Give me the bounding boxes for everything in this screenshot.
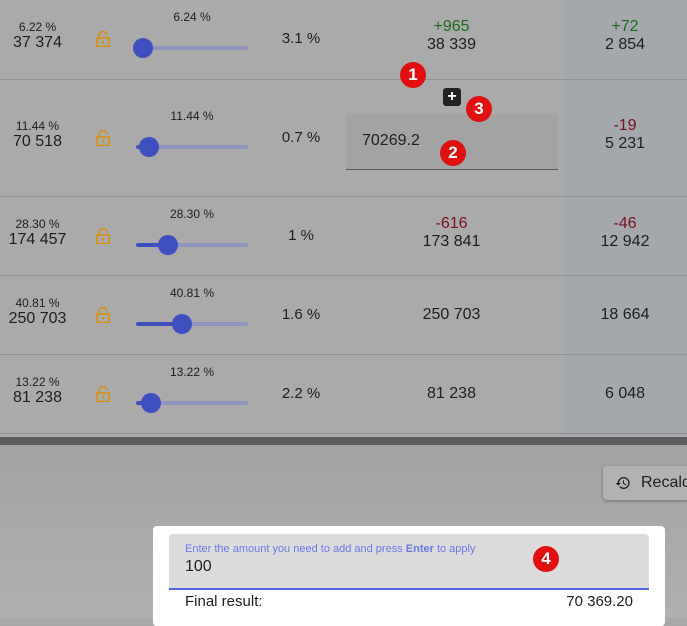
right-delta: -46 [613,214,637,232]
share-cell: 11.44 % 70 518 [0,119,75,151]
add-amount-value[interactable]: 100 [185,558,212,575]
table-row: 28.30 % 174 457 28.30 % 1 % -616 173 841 -4… [0,197,687,276]
slider-value-label: 11.44 % [170,108,214,123]
recalc-button[interactable]: Recalc [603,466,687,500]
right-delta: +72 [611,18,639,35]
slider-fill [136,321,182,326]
share-slider[interactable] [136,234,248,255]
lock-open-icon[interactable] [96,306,110,323]
amount-cell[interactable]: 81 238 [345,385,558,403]
share-slider[interactable] [133,38,248,58]
slider-thumb[interactable] [133,38,153,58]
amount-cell[interactable]: 250 703 [345,306,558,324]
slider-value-label: 13.22 % [169,364,215,379]
share-slider[interactable] [136,392,248,413]
share-value: 81 238 [13,388,62,406]
share-cell: 13.22 % 81 238 [0,375,75,407]
share-pct: 13.22 % [15,374,60,389]
badge-3: 3 [466,96,492,122]
share-pct: 11.44 % [15,118,60,133]
pct-cell: 2.2 % [281,384,321,402]
amount-value: 38 339 [427,36,476,53]
right-cell: 6 048 [563,385,687,403]
allocation-table: 6.22 % 37 374 6.24 % 3.1 % +965 38 339 +72 2… [0,0,687,437]
pct-cell: 1.6 % [281,305,321,323]
final-result-label: Final result: [185,593,263,610]
amount-delta: -616 [435,214,468,232]
share-cell: 6.22 % 37 374 [0,20,75,52]
slider-fill [136,242,168,247]
right-cell: 18 664 [563,306,687,324]
share-pct: 28.30 % [15,216,60,231]
amount-value: 81 238 [427,384,476,402]
right-delta: -19 [613,116,637,134]
history-icon [615,477,630,489]
table-row: 13.22 % 81 238 13.22 % 2.2 % 81 238 6 048 [0,355,687,434]
amount-cell[interactable]: +965 38 339 [345,18,558,54]
pct-cell: 3.1 % [281,30,321,47]
final-result-value: 70 369.20 [566,593,633,610]
share-value: 250 703 [8,309,67,327]
slider-value-label: 6.24 % [173,10,211,24]
right-cell: +72 2 854 [563,18,687,54]
share-cell: 28.30 % 174 457 [0,217,75,249]
right-value: 18 664 [600,305,650,323]
pct-cell: 1 % [288,226,314,244]
right-column-bg [563,0,687,437]
right-value: 2 854 [604,36,646,53]
amount-value: 250 703 [422,305,481,323]
plus-button[interactable]: + [443,88,461,106]
share-value: 70 518 [13,132,62,150]
right-value: 6 048 [604,384,646,402]
share-value: 37 374 [13,34,62,51]
share-pct: 6.22 % [18,20,57,34]
share-slider[interactable] [136,313,248,334]
pct-cell: 0.7 % [281,128,321,146]
lock-open-icon[interactable] [96,31,110,47]
add-amount-field[interactable]: Enter the amount you need to add and pre… [169,534,649,590]
right-value: 12 942 [600,232,650,250]
slider-thumb[interactable] [171,313,192,334]
slider-thumb[interactable] [157,234,178,255]
slider-value-label: 28.30 % [169,206,215,221]
table-row: 6.22 % 37 374 6.24 % 3.1 % +965 38 339 +72 2… [0,0,687,80]
right-value: 5 231 [604,134,646,152]
slider-thumb[interactable] [138,136,159,157]
right-cell: -19 5 231 [563,117,687,153]
table-row: 40.81 % 250 703 40.81 % 1.6 % 250 703 18 6… [0,276,687,355]
lock-open-icon[interactable] [96,227,110,244]
share-value: 174 457 [8,230,67,248]
share-slider[interactable] [136,136,248,157]
recalc-label: Recalc [641,474,687,491]
amount-delta: +965 [433,18,470,35]
right-cell: -46 12 942 [563,215,687,251]
badge-4: 4 [533,546,559,572]
badge-1: 1 [400,62,426,88]
share-pct: 40.81 % [15,295,60,310]
slider-thumb[interactable] [140,392,161,413]
divider [0,437,687,445]
share-cell: 40.81 % 250 703 [0,296,75,328]
table-row: 11.44 % 70 518 11.44 % 0.7 % -19 5 231 [0,80,687,197]
add-amount-label: Enter the amount you need to add and pre… [185,543,476,555]
lock-open-icon[interactable] [96,129,110,146]
amount-value: 173 841 [422,232,481,250]
slider-value-label: 40.81 % [169,285,215,300]
amount-cell[interactable]: -616 173 841 [345,215,558,251]
add-amount-dialog: Enter the amount you need to add and pre… [153,526,665,626]
lock-open-icon[interactable] [96,385,110,402]
badge-2: 2 [440,140,466,166]
